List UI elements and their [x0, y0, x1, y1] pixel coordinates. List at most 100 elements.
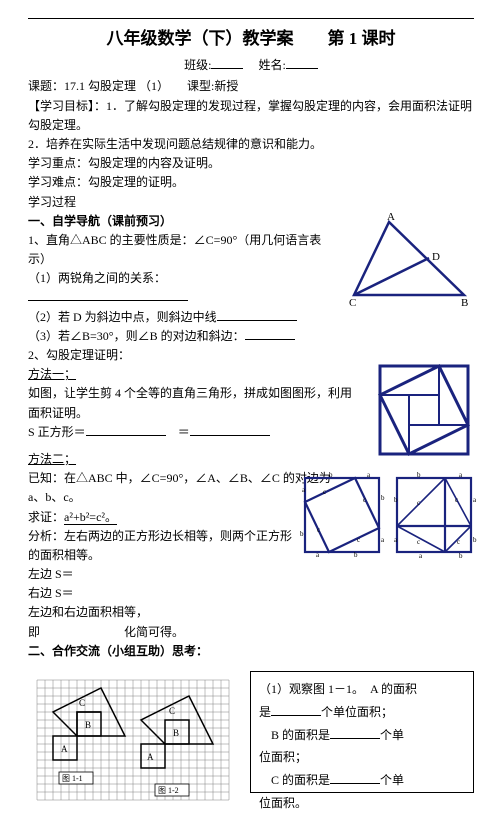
- section-1-title: 一、自学导航（课前预习）: [28, 212, 323, 231]
- question-2: 2、勾股定理证明：: [28, 346, 323, 365]
- study-difficulty: 学习难点：勾股定理的证明。: [28, 173, 474, 192]
- observation-box: （1）观察图 1－1。 A 的面积 是个单位面积； B 的面积是个单 位面积； …: [250, 671, 474, 793]
- svg-text:c: c: [363, 496, 366, 504]
- m2-left-s: 左边 S＝: [28, 565, 323, 584]
- q1b-row: （2）若 D 为斜边中点，则斜边中线: [28, 308, 323, 327]
- method-2-label: 方法二；: [28, 450, 323, 469]
- box-line-1b: 是 个单位面积；: [259, 701, 465, 724]
- figure-two-squares: aba bab ab cccc ba ba ab ab cc cc: [299, 472, 479, 559]
- svg-text:B: B: [85, 720, 91, 730]
- topic-line: 课题：17.1 勾股定理 （1） 课型:新授: [28, 77, 474, 96]
- svg-text:c: c: [357, 536, 360, 544]
- box-text-4a: C 的面积是: [271, 773, 330, 787]
- q1c-label: （3）若∠B=30°，则∠B 的对边和斜边：: [28, 329, 245, 343]
- m2-simplify: 即 化简可得。: [28, 623, 323, 642]
- svg-text:b: b: [329, 472, 333, 479]
- figure-pinwheel-square: [374, 360, 474, 460]
- svg-text:b: b: [417, 472, 421, 479]
- objectives-label: 【学习目标】：: [28, 99, 106, 113]
- s-square-label: S 正方形＝: [28, 425, 86, 439]
- class-blank: [211, 56, 243, 69]
- box-text-5: 位面积。: [259, 792, 465, 815]
- svg-text:c: c: [457, 538, 460, 546]
- svg-text:B: B: [461, 297, 468, 309]
- topic-prefix: 课题：: [28, 79, 64, 93]
- q1c-blank: [245, 327, 295, 340]
- svg-text:A: A: [61, 744, 68, 754]
- area-a-blank: [271, 703, 321, 716]
- box-text-3: 位面积；: [259, 746, 465, 769]
- q1a-row: （1）两锐角之间的关系：: [28, 269, 323, 307]
- box-text-2b: 个单: [380, 728, 404, 742]
- m2-right-s: 右边 S＝: [28, 584, 323, 603]
- study-focus: 学习重点：勾股定理的内容及证明。: [28, 154, 474, 173]
- area-b-blank: [330, 726, 380, 739]
- s-blank-1: [86, 423, 166, 436]
- left-column: 一、自学导航（课前预习） 1、直角△ABC 的主要性质是：∠C=90°（用几何语…: [28, 212, 323, 661]
- box-text-2a: B 的面积是: [271, 728, 330, 742]
- svg-text:b: b: [473, 536, 477, 544]
- svg-text:c: c: [417, 538, 420, 546]
- svg-text:b: b: [354, 551, 358, 559]
- figure-grid-squares: A B C 图 1-1 A B C 图 1-2: [28, 671, 240, 808]
- box-text-1b: 是: [259, 705, 271, 719]
- bottom-row: A B C 图 1-1 A B C 图 1-2: [28, 671, 474, 808]
- q1b-label: （2）若 D 为斜边中点，则斜边中线: [28, 310, 217, 324]
- method-1-text: 如图，让学生剪 4 个全等的直角三角形，拼成如图图形，利用面积证明。: [28, 384, 358, 422]
- svg-text:c: c: [417, 499, 420, 507]
- box-line-2: B 的面积是 个单: [259, 724, 465, 747]
- name-label: 姓名:: [259, 58, 286, 72]
- svg-text:b: b: [394, 496, 398, 504]
- question-1: 1、直角△ABC 的主要性质是：∠C=90°（用几何语言表示）: [28, 231, 323, 269]
- svg-text:A: A: [147, 752, 154, 762]
- page: 八年级数学（下）教学案 第 1 课时 班级: 姓名: 课题：17.1 勾股定理 …: [0, 0, 502, 820]
- q1c-row: （3）若∠B=30°，则∠B 的对边和斜边：: [28, 327, 323, 346]
- svg-text:图 1-1: 图 1-1: [62, 774, 83, 783]
- student-info-row: 班级: 姓名:: [28, 56, 474, 75]
- svg-text:c: c: [317, 526, 320, 534]
- figure-triangle-abcd: A D C B: [339, 210, 474, 310]
- svg-text:C: C: [349, 297, 356, 309]
- q1b-blank: [217, 308, 297, 321]
- m2-prove-eq: a²+b²=c²。: [64, 510, 117, 525]
- q1a-label: （1）两锐角之间的关系：: [28, 271, 166, 285]
- observation-box-wrap: （1）观察图 1－1。 A 的面积 是个单位面积； B 的面积是个单 位面积； …: [250, 671, 474, 808]
- objective-2: 2．培养在实际生活中发现问题总结规律的意识和能力。: [28, 135, 474, 154]
- svg-text:a: a: [473, 496, 477, 504]
- main-content: A D C B aba bab: [28, 212, 474, 661]
- m2-analysis-1: 分析：左右两边的正方形边长相等，则两个正方形: [28, 527, 323, 546]
- name-blank: [286, 56, 318, 69]
- box-line-1: （1）观察图 1－1。 A 的面积: [259, 678, 465, 701]
- section-2-title: 二、合作交流（小组互助）思考：: [28, 642, 323, 661]
- m2-prove-row: 求证：a²+b²=c²。: [28, 508, 323, 527]
- main-title: 八年级数学（下）教学案 第 1 课时: [28, 25, 474, 52]
- class-label: 班级:: [184, 58, 211, 72]
- svg-text:图 1-2: 图 1-2: [158, 786, 179, 795]
- svg-text:b: b: [459, 552, 463, 559]
- s-blank-2: [190, 423, 270, 436]
- s-square-row: S 正方形＝ ＝: [28, 423, 323, 442]
- objectives: 【学习目标】：1．了解勾股定理的发现过程，掌握勾股定理的内容，会用面积法证明勾股…: [28, 97, 474, 135]
- svg-text:c: c: [323, 488, 326, 496]
- area-c-blank: [330, 771, 380, 784]
- m2-equal: 左边和右边面积相等，: [28, 603, 323, 622]
- svg-text:a: a: [381, 536, 385, 544]
- svg-text:B: B: [173, 728, 179, 738]
- box-text-1c: 个单位面积；: [321, 705, 393, 719]
- top-rule: [28, 18, 474, 19]
- svg-text:b: b: [300, 530, 304, 538]
- svg-text:A: A: [387, 211, 395, 223]
- q1a-blank: [28, 288, 188, 301]
- box-text-4b: 个单: [380, 773, 404, 787]
- box-text-1a: （1）观察图 1－1。 A 的面积: [259, 682, 417, 696]
- svg-text:c: c: [455, 496, 458, 504]
- topic-text: 17.1 勾股定理 （1） 课型:新授: [64, 79, 238, 93]
- method-1-label: 方法一；: [28, 365, 323, 384]
- box-line-4: C 的面积是 个单: [259, 769, 465, 792]
- m2-analysis-2: 的面积相等。: [28, 546, 323, 565]
- m2-prove-label: 求证：: [28, 510, 64, 524]
- spacer-1: [28, 442, 323, 450]
- svg-text:D: D: [432, 251, 440, 263]
- svg-text:C: C: [79, 698, 85, 708]
- svg-text:b: b: [381, 494, 385, 502]
